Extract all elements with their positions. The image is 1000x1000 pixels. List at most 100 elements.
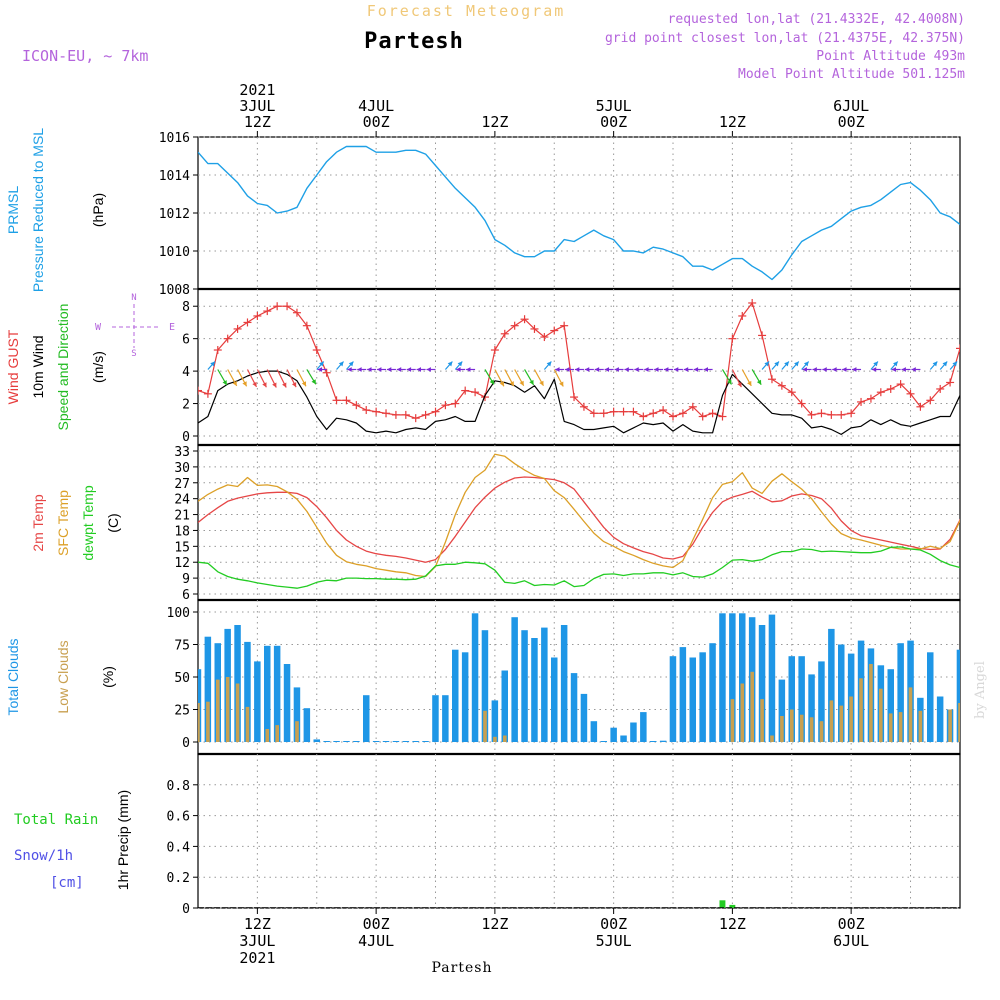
total-cloud-bar [570, 673, 578, 742]
pressure-ytick-label: 1016 [159, 131, 190, 146]
wind-arrow-head [252, 381, 257, 387]
total-cloud-bar [491, 700, 499, 742]
wind-arrow-head [466, 367, 471, 372]
temperature-side-label: 2m Temp [30, 494, 46, 552]
total-cloud-bar [956, 649, 960, 742]
precip-side-label: Snow/1h [14, 848, 73, 864]
wind-arrow-head [311, 379, 316, 385]
temperature-ytick-label: 21 [174, 509, 190, 524]
bottom-time-label: 5JUL [596, 932, 632, 950]
total-cloud-bar [412, 741, 419, 742]
total-cloud-bar [273, 645, 281, 742]
bottom-time-label: 3JUL [239, 932, 275, 950]
wind-arrow-head [812, 367, 817, 372]
total-cloud-bar [630, 722, 637, 742]
top-time-label: 12Z [719, 113, 746, 131]
bottom-time-label: 12Z [481, 915, 508, 933]
low-cloud-bar [859, 678, 863, 742]
precip-frame [197, 753, 961, 909]
total-cloud-bar [452, 649, 459, 742]
low-cloud-bar [493, 736, 497, 742]
wind-arrow-head [559, 381, 564, 387]
temperature-ytick-label: 24 [174, 493, 190, 508]
total-cloud-bar [669, 656, 677, 742]
wind-arrow-head [693, 367, 699, 372]
model-name: ICON-EU, ~ 7km [22, 47, 148, 65]
low-cloud-bar [760, 699, 764, 742]
wind-arrow-head [272, 382, 277, 388]
low-cloud-bar [918, 710, 923, 742]
precip-ytick-label: 0.6 [167, 810, 190, 825]
top-time-label: 00Z [363, 113, 390, 131]
wind-arrow-head [222, 380, 227, 386]
low-cloud-bar [869, 664, 873, 742]
temperature-ytick-label: 15 [174, 540, 190, 555]
wind-arrow-head [338, 361, 344, 367]
total-cloud-bar [590, 721, 598, 742]
t2m-line [198, 476, 960, 563]
low-cloud-bar [898, 712, 903, 742]
wind-arrow-head [426, 367, 431, 372]
wind-arrow-head [802, 367, 807, 372]
bottom-time-label: 00Z [363, 915, 390, 933]
wind-arrow-head [774, 361, 779, 367]
clouds-data [198, 613, 960, 742]
footer-location: Partesh [432, 960, 493, 976]
total-cloud-bar [501, 670, 508, 742]
wind-arrow-head [784, 361, 789, 367]
total-cloud-bar [422, 741, 429, 742]
pressure-ytick-label: 1012 [159, 207, 190, 222]
pressure-ytick-label: 1014 [159, 169, 190, 184]
precip-ytick-label: 0.2 [167, 871, 190, 886]
temperature-ytick-label: 27 [174, 477, 190, 492]
wind-arrow-head [942, 361, 948, 367]
pressure-ytick-label: 1008 [159, 283, 190, 298]
top-time-label: 12Z [244, 113, 271, 131]
low-cloud-bar [235, 683, 240, 742]
wind-arrow-head [377, 367, 382, 372]
dewpt-line [198, 546, 960, 589]
compass-n: N [131, 293, 136, 303]
wind-arrow-head [893, 361, 898, 367]
wind-side-label: 10m Wind [30, 335, 46, 398]
wind-ytick-label: 2 [182, 398, 190, 413]
total-cloud-bar [659, 740, 667, 742]
wind-ytick-label: 0 [182, 430, 190, 445]
precip-ylabel: 1hr Precip (mm) [115, 790, 131, 890]
total-cloud-bar [323, 741, 330, 742]
low-cloud-bar [958, 703, 960, 742]
total-cloud-bar [927, 652, 934, 742]
low-cloud-bar [819, 721, 824, 742]
temperature-ytick-label: 6 [182, 588, 190, 603]
bottom-time-label: 00Z [838, 915, 865, 933]
wind-side-label: Wind GUST [5, 329, 21, 404]
total-cloud-bar [778, 679, 786, 742]
wind-arrow-head [747, 380, 752, 386]
total-cloud-bar [689, 657, 696, 742]
low-cloud-bar [809, 717, 814, 742]
total-cloud-bar [204, 636, 212, 742]
total-cloud-bar [254, 661, 261, 742]
temperature-ytick-label: 18 [174, 524, 190, 539]
point-altitude: Point Altitude 493m [816, 49, 965, 64]
wind-arrow-head [664, 367, 669, 372]
low-cloud-bar [295, 721, 299, 742]
clouds-side-label: Total Clouds [5, 638, 21, 715]
total-cloud-bar [610, 727, 617, 742]
rain-bar [729, 904, 736, 908]
wind-arrow-head [489, 379, 494, 385]
wind-line [198, 370, 960, 435]
model-point-altitude: Model Point Altitude 501.125m [738, 67, 965, 82]
wind-arrow-head [509, 381, 514, 387]
low-cloud-bar [849, 696, 853, 742]
wind-arrow-head [932, 361, 938, 367]
wind-arrow [990, 369, 999, 385]
clouds-side-label: Low Clouds [55, 640, 71, 713]
wind-arrow-head [546, 361, 552, 367]
wind-arrow-head [386, 367, 392, 372]
wind-arrow-head [406, 367, 412, 372]
total-cloud-bar [719, 613, 726, 742]
wind-arrow-head [457, 361, 463, 367]
wind-arrow-head [614, 367, 619, 372]
compass-w: W [95, 322, 102, 333]
